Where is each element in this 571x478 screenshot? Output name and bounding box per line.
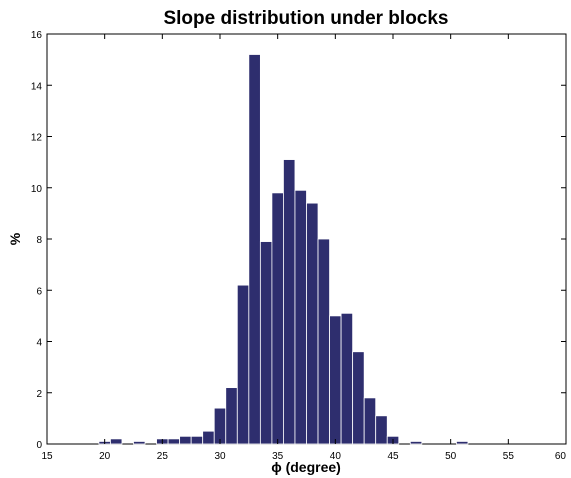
y-tick-label-1: 2 bbox=[36, 389, 42, 400]
histogram-bar-10 bbox=[236, 284, 250, 445]
histogram-bar-22 bbox=[375, 415, 388, 445]
histogram-bar-13 bbox=[271, 192, 284, 445]
histogram-bar-4 bbox=[167, 438, 181, 445]
y-tick-label-3: 6 bbox=[36, 286, 42, 297]
histogram-bar-1 bbox=[110, 438, 123, 445]
y-tick-label-8: 16 bbox=[31, 30, 43, 41]
x-tick-label-0: 15 bbox=[41, 451, 53, 462]
histogram-bar-8 bbox=[213, 407, 227, 445]
histogram-bar-14 bbox=[283, 159, 296, 445]
x-tick-label-9: 60 bbox=[555, 451, 567, 462]
histogram-bar-17 bbox=[317, 238, 330, 445]
x-axis-label: ϕ (degree) bbox=[271, 459, 341, 475]
x-tick-label-3: 30 bbox=[214, 451, 226, 462]
y-tick-label-2: 4 bbox=[36, 338, 42, 349]
bars-group bbox=[98, 54, 469, 445]
histogram-bar-9 bbox=[225, 387, 238, 445]
y-tick-label-7: 14 bbox=[31, 81, 43, 92]
y-tick-label-4: 8 bbox=[36, 235, 42, 246]
x-tick-label-4: 35 bbox=[272, 451, 284, 462]
histogram-bar-12 bbox=[259, 241, 273, 445]
x-tick-label-6: 45 bbox=[387, 451, 399, 462]
histogram-bar-15 bbox=[294, 189, 307, 445]
histogram-bar-5 bbox=[179, 435, 192, 445]
y-axis-label: % bbox=[7, 232, 23, 245]
x-tick-label-1: 20 bbox=[99, 451, 111, 462]
x-axis-ticks: 15 20 25 30 35 40 45 50 55 60 bbox=[41, 34, 567, 462]
histogram-bar-21 bbox=[363, 397, 377, 445]
histogram-bar-2 bbox=[133, 441, 146, 445]
histogram-bar-19 bbox=[340, 312, 354, 445]
x-tick-label-8: 55 bbox=[503, 451, 515, 462]
histogram-bar-20 bbox=[352, 351, 365, 445]
histogram-bar-25 bbox=[456, 441, 469, 445]
y-tick-label-0: 0 bbox=[36, 440, 42, 451]
x-tick-label-2: 25 bbox=[157, 451, 169, 462]
histogram-bar-16 bbox=[306, 202, 319, 445]
histogram-bar-24 bbox=[409, 441, 423, 445]
chart-title: Slope distribution under blocks bbox=[163, 8, 448, 29]
y-axis-ticks: 0 2 4 6 8 10 12 14 16 bbox=[31, 30, 566, 451]
histogram-bar-7 bbox=[202, 430, 215, 445]
x-tick-label-5: 40 bbox=[330, 451, 342, 462]
y-tick-label-6: 12 bbox=[31, 133, 43, 144]
x-tick-label-7: 50 bbox=[445, 451, 457, 462]
histogram-bar-11 bbox=[248, 54, 261, 445]
histogram-bar-6 bbox=[190, 435, 204, 445]
y-tick-label-5: 10 bbox=[31, 184, 43, 195]
histogram-bar-18 bbox=[329, 315, 342, 445]
